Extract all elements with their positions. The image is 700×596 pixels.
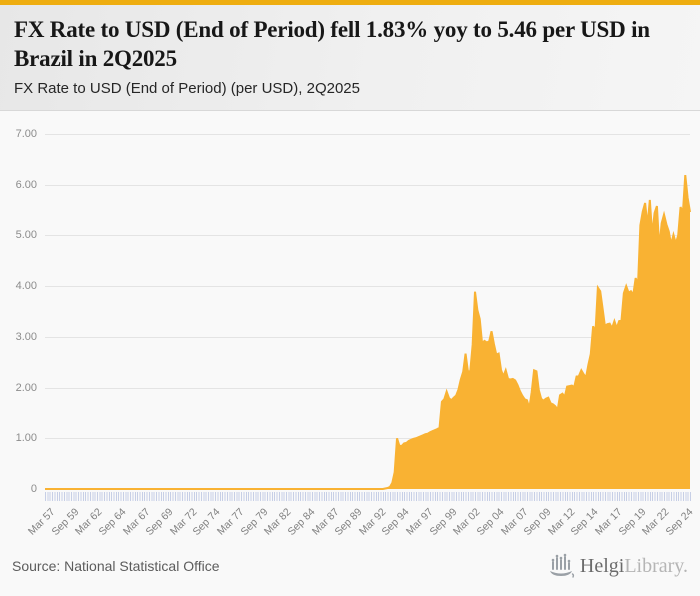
y-axis-label: 7.00 bbox=[15, 128, 37, 140]
gridline-1 bbox=[45, 438, 690, 440]
y-axis-label: 3.00 bbox=[15, 330, 37, 343]
top-accent-bar bbox=[0, 0, 700, 5]
fx-rate-area-series bbox=[45, 174, 691, 490]
chart-subtitle: FX Rate to USD (End of Period) (per USD)… bbox=[14, 80, 360, 98]
logo-wordmark: HelgiLibrary. bbox=[580, 555, 688, 578]
gridline-3 bbox=[45, 336, 690, 338]
logo-text-helgi: Helgi bbox=[579, 554, 625, 577]
helgi-ship-barchart-icon bbox=[548, 553, 575, 579]
y-axis-label: 5.00 bbox=[15, 229, 37, 242]
y-axis-label: 0 bbox=[30, 483, 37, 495]
page-title: FX Rate to USD (End of Period) fell 1.83… bbox=[14, 17, 650, 72]
gridline-4 bbox=[45, 286, 690, 288]
gridline-5 bbox=[45, 235, 690, 237]
gridline-7 bbox=[45, 134, 690, 135]
helgi-library-logo: HelgiLibrary. bbox=[548, 553, 688, 579]
chart-header: FX Rate to USD (End of Period) fell 1.83… bbox=[0, 5, 700, 111]
logo-text-library: Library. bbox=[624, 554, 688, 577]
y-axis-label: 4.00 bbox=[15, 280, 37, 293]
source-attribution: Source: National Statistical Office bbox=[12, 558, 220, 574]
fx-rate-area-chart: 7.00 6.00 5.00 4.00 3.00 2.00 1.00 0 Mar 57 Sep 5… bbox=[0, 112, 700, 544]
gridline-2 bbox=[45, 387, 690, 389]
chart-footer: Source: National Statistical Office bbox=[0, 544, 700, 596]
gridline-6 bbox=[45, 184, 690, 186]
y-axis-label: 6.00 bbox=[15, 178, 37, 191]
y-axis-label: 1.00 bbox=[15, 432, 37, 445]
x-axis-quarter-ticks bbox=[45, 492, 692, 501]
y-axis-label: 2.00 bbox=[15, 381, 37, 394]
